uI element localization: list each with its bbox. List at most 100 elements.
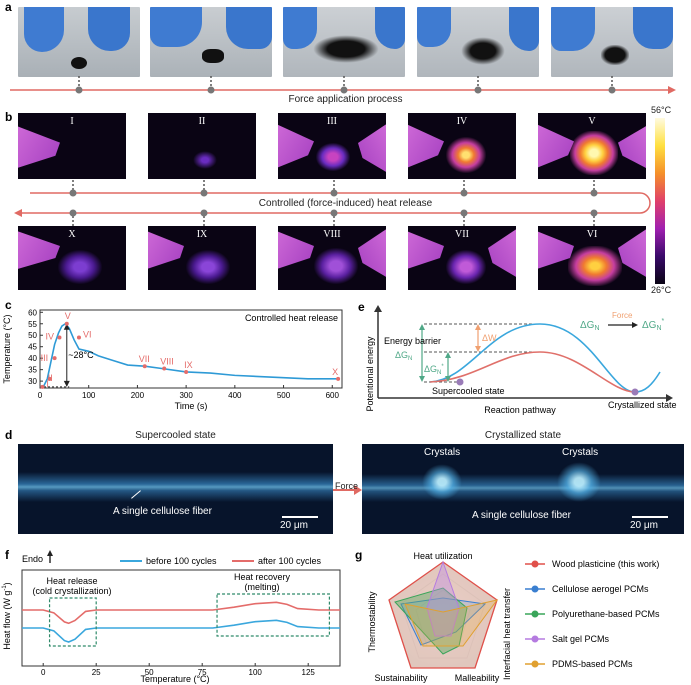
hand-shape	[618, 125, 646, 169]
photo-5	[551, 7, 673, 77]
dGN-right: ΔGN	[580, 320, 600, 332]
c-marker	[40, 384, 45, 389]
d-left-scale: 20 μm	[280, 520, 308, 531]
c-marker	[142, 364, 147, 369]
glove-left	[417, 7, 451, 47]
thermal-label-IV: IV	[456, 116, 468, 127]
thermal-top-4: IV	[408, 113, 516, 179]
radar-pdms	[404, 599, 499, 647]
glove-right	[633, 7, 673, 49]
axis-thermostability: Thermostability	[367, 591, 377, 653]
panel-b-arrow	[14, 180, 651, 226]
thermal-label-VI: VI	[586, 229, 598, 240]
box2-line1: Heat recovery	[234, 572, 291, 582]
thermal-top-3: III	[278, 113, 386, 179]
heat-spot	[316, 143, 350, 171]
g-legend-marker	[531, 560, 539, 568]
c-xtick-label: 200	[131, 391, 145, 400]
c-marker-label: IV	[45, 332, 54, 342]
axis-sustainability: Sustainability	[374, 673, 428, 683]
thermal-bottom-2: IX	[148, 226, 256, 290]
thermal-label-III: III	[327, 116, 337, 127]
cellulose-fiber	[362, 474, 684, 502]
heat-spot	[58, 250, 102, 284]
colorbar-min: 26°C	[651, 285, 672, 295]
heat-spot	[193, 151, 217, 169]
c-xtick-label: 100	[82, 391, 96, 400]
thermal-label-VIII: VIII	[323, 229, 341, 240]
radar-salt-gel	[426, 560, 460, 637]
heat-spot	[446, 250, 486, 284]
hand-shape	[358, 123, 386, 173]
f-xtick-label: 0	[41, 668, 46, 677]
scale-bar	[632, 516, 668, 518]
d-left-fiber-label: A single cellulose fiber	[113, 506, 212, 517]
glove-right	[88, 7, 130, 51]
panel-label-f: f	[5, 548, 9, 562]
thermal-bottom-4: VII	[408, 226, 516, 290]
d-right-fiber-label: A single cellulose fiber	[472, 510, 571, 521]
e-ylabel: Potentional energy	[365, 336, 375, 412]
heat-release-caption: Controlled (force-induced) heat release	[258, 198, 433, 209]
thermal-bottom-5: VI	[538, 226, 646, 290]
hand-shape	[18, 125, 60, 169]
g-legend-marker	[531, 610, 539, 618]
glove-right	[226, 7, 272, 49]
dGN-prime-right: ΔGN*	[642, 318, 665, 332]
c-marker-label: II	[48, 373, 53, 383]
photo-3	[283, 7, 405, 77]
d-crystals-2: Crystals	[562, 447, 599, 458]
box1-line1: Heat release	[46, 576, 97, 586]
c-xtick-label: 300	[179, 391, 193, 400]
g-legend-label: PDMS-based PCMs	[552, 659, 633, 669]
curve-blue	[429, 323, 661, 393]
thermal-bottom-1: X	[18, 226, 126, 290]
c-marker-label: X	[332, 367, 338, 377]
c-marker	[52, 356, 57, 361]
scale-bar	[282, 516, 318, 518]
c-ytick-label: 40	[28, 354, 37, 363]
crystal-cluster	[557, 462, 601, 502]
force-arrow	[333, 485, 362, 495]
glove-left	[150, 7, 202, 47]
c-xtick-label: 400	[228, 391, 242, 400]
heat-spot	[314, 248, 358, 284]
glove-right	[509, 7, 539, 51]
panel-f-chart: Endo Heat flow (W g-1) before 100 cycles…	[2, 550, 341, 684]
thermal-label-VII: VII	[455, 229, 469, 240]
f-plot-frame	[21, 569, 341, 667]
dGN-prime-left: ΔGN*	[424, 364, 444, 376]
d-arrow-label: Force	[335, 481, 359, 491]
panel-label-a: a	[5, 0, 12, 14]
d-right-title: Crystallized state	[484, 430, 562, 441]
sample	[313, 35, 379, 63]
c-marker	[47, 376, 52, 381]
panel-a-arrow	[10, 76, 676, 94]
c-xtick-label: 600	[326, 391, 340, 400]
supercooled-label: Supercooled state	[432, 386, 505, 396]
c-marker-label: VIII	[160, 357, 174, 367]
photo-4	[417, 7, 539, 77]
c-xlabel: Time (s)	[175, 401, 208, 411]
endo-label: Endo	[22, 554, 43, 564]
c-ytick-label: 35	[28, 366, 37, 375]
g-legend-marker	[531, 660, 539, 668]
c-delta-arrowhead	[63, 323, 70, 330]
micrograph-crystallized: Crystals Crystals A single cellulose fib…	[362, 444, 684, 534]
cellulose-fiber	[18, 472, 333, 502]
g-legend-label: Salt gel PCMs	[552, 634, 610, 644]
thermal-top-2: II	[148, 113, 256, 179]
c-marker-label: I	[46, 379, 49, 389]
dW-label: ΔW	[482, 333, 497, 343]
c-xtick-label: 500	[277, 391, 291, 400]
c-marker-label: VII	[139, 354, 150, 364]
legend-before: before 100 cycles	[146, 556, 217, 566]
glove-right	[375, 7, 405, 49]
c-ytick-label: 50	[28, 331, 37, 340]
f-box-recovery	[216, 593, 330, 637]
panel-label-d: d	[5, 428, 13, 442]
f-xlabel: Temperature (°C)	[140, 674, 209, 684]
f-series-line	[22, 601, 340, 625]
thermal-bottom-3: VIII	[278, 226, 386, 290]
f-xtick-label: 50	[145, 668, 154, 677]
